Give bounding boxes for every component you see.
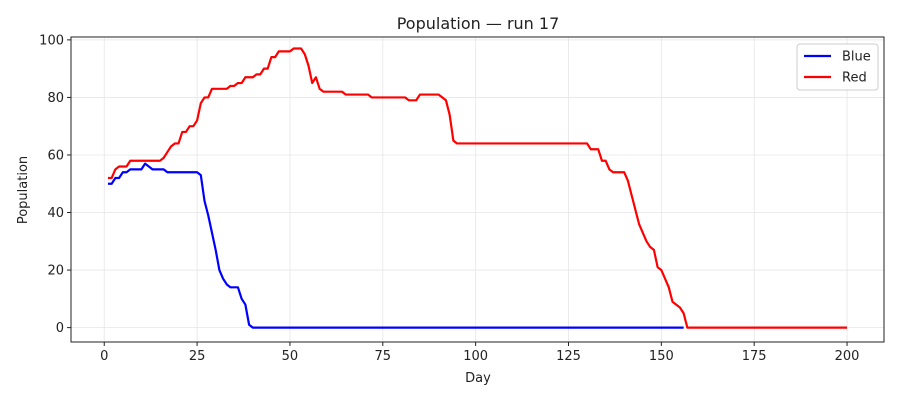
x-tick-label: 175 bbox=[742, 349, 767, 364]
legend-label-red: Red bbox=[842, 71, 867, 86]
series-line-red bbox=[107, 47, 848, 329]
y-tick-label: 80 bbox=[47, 91, 64, 106]
x-tick-label: 100 bbox=[463, 349, 488, 364]
chart-title: Population — run 17 bbox=[397, 14, 560, 33]
x-axis-label: Day bbox=[465, 371, 491, 386]
series-group bbox=[107, 47, 848, 329]
x-tick-label: 50 bbox=[282, 349, 299, 364]
x-tick-label: 75 bbox=[375, 349, 392, 364]
x-tick-label: 125 bbox=[556, 349, 581, 364]
y-tick-label: 40 bbox=[47, 206, 64, 221]
y-tick-label: 60 bbox=[47, 148, 64, 163]
x-tick-label: 0 bbox=[100, 349, 108, 364]
plot-frame bbox=[70, 36, 885, 343]
ticks: 0 25 50 75 100 125 150 175 200 0 20 40 60 80 100 bbox=[39, 33, 859, 364]
legend-label-blue: Blue bbox=[842, 50, 871, 65]
y-axis-label: Population bbox=[16, 156, 31, 224]
y-tick-label: 20 bbox=[47, 264, 64, 279]
legend: Blue Red bbox=[796, 43, 879, 91]
x-tick-label: 150 bbox=[649, 349, 674, 364]
series-line-blue bbox=[107, 162, 684, 329]
x-tick-label: 200 bbox=[835, 349, 860, 364]
y-tick-label: 0 bbox=[56, 321, 64, 336]
y-tick-label: 100 bbox=[39, 33, 64, 48]
x-tick-label: 25 bbox=[189, 349, 206, 364]
